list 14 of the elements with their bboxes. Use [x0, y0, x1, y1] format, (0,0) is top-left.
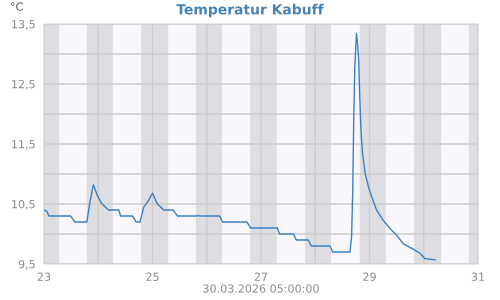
- chart-title: Temperatur Kabuff: [176, 4, 324, 18]
- x-tick-label: 27: [254, 272, 268, 281]
- x-tick-label: 25: [146, 272, 159, 281]
- y-tick-label: 10,5: [12, 200, 35, 210]
- line-series: [44, 32, 436, 260]
- y-tick-label: 9,5: [18, 260, 35, 270]
- x-tick-label: 23: [38, 272, 50, 281]
- y-tick-label: 12,5: [12, 80, 35, 90]
- x-axis-title: 30.03.2026 05:00:00: [203, 284, 319, 293]
- x-tick-label: 31: [472, 272, 484, 281]
- x-tick-label: 29: [363, 272, 376, 281]
- y-tick-label: 13,5: [12, 20, 35, 30]
- y-tick-label: 11,5: [12, 140, 35, 150]
- y-axis-title: °C: [11, 2, 23, 11]
